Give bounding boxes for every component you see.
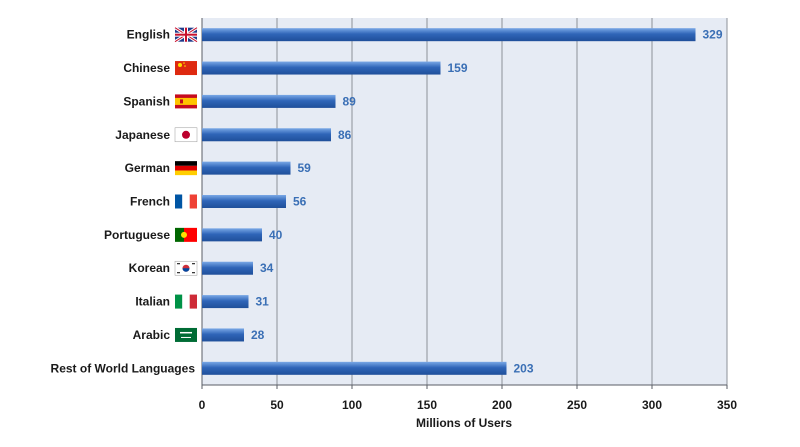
bar-value-label: 329 [703, 28, 723, 42]
china-flag-icon [175, 61, 197, 76]
bar [202, 61, 441, 75]
category-label: English [127, 28, 170, 42]
south-korea-flag-icon [174, 260, 198, 276]
category-label: Portuguese [104, 228, 170, 242]
bar [202, 295, 249, 309]
bar [202, 94, 336, 108]
x-tick-label: 150 [417, 398, 437, 412]
bar-value-label: 34 [260, 261, 274, 275]
saudi-arabia-flag-icon [175, 327, 197, 342]
x-tick-label: 300 [642, 398, 662, 412]
bar-value-label: 56 [293, 195, 307, 209]
bar-value-label: 86 [338, 128, 352, 142]
bar-value-label: 203 [514, 361, 534, 375]
category-label: Italian [135, 295, 170, 309]
plot-area [202, 18, 727, 385]
x-axis-title: Millions of Users [416, 416, 512, 430]
bar [202, 28, 696, 42]
bar [202, 161, 291, 175]
germany-flag-icon [175, 161, 197, 176]
bar [202, 328, 244, 342]
bar-value-label: 31 [256, 295, 270, 309]
bar [202, 128, 331, 142]
category-label: Spanish [123, 94, 170, 108]
category-label: German [125, 161, 170, 175]
portugal-flag-icon [175, 227, 197, 242]
x-tick-label: 200 [492, 398, 512, 412]
x-tick-label: 100 [342, 398, 362, 412]
bar [202, 261, 253, 275]
italy-flag-icon [175, 294, 197, 309]
bar-value-label: 89 [343, 94, 357, 108]
japan-flag-icon [174, 127, 198, 143]
category-label: Arabic [133, 328, 171, 342]
category-label: French [130, 195, 170, 209]
bar-value-label: 28 [251, 328, 265, 342]
france-flag-icon [175, 194, 197, 209]
category-label: Chinese [123, 61, 170, 75]
bar-value-label: 59 [298, 161, 312, 175]
bar [202, 361, 507, 375]
spain-flag-icon [175, 94, 197, 109]
bar [202, 228, 262, 242]
uk-flag-icon [174, 26, 198, 43]
x-tick-label: 0 [199, 398, 206, 412]
x-tick-label: 250 [567, 398, 587, 412]
category-label: Korean [129, 261, 170, 275]
category-label: Japanese [115, 128, 170, 142]
bar-value-label: 159 [448, 61, 468, 75]
x-tick-label: 50 [270, 398, 284, 412]
category-label: Rest of World Languages [51, 361, 196, 375]
bar-value-label: 40 [269, 228, 283, 242]
x-tick-label: 350 [717, 398, 737, 412]
bar [202, 195, 286, 208]
